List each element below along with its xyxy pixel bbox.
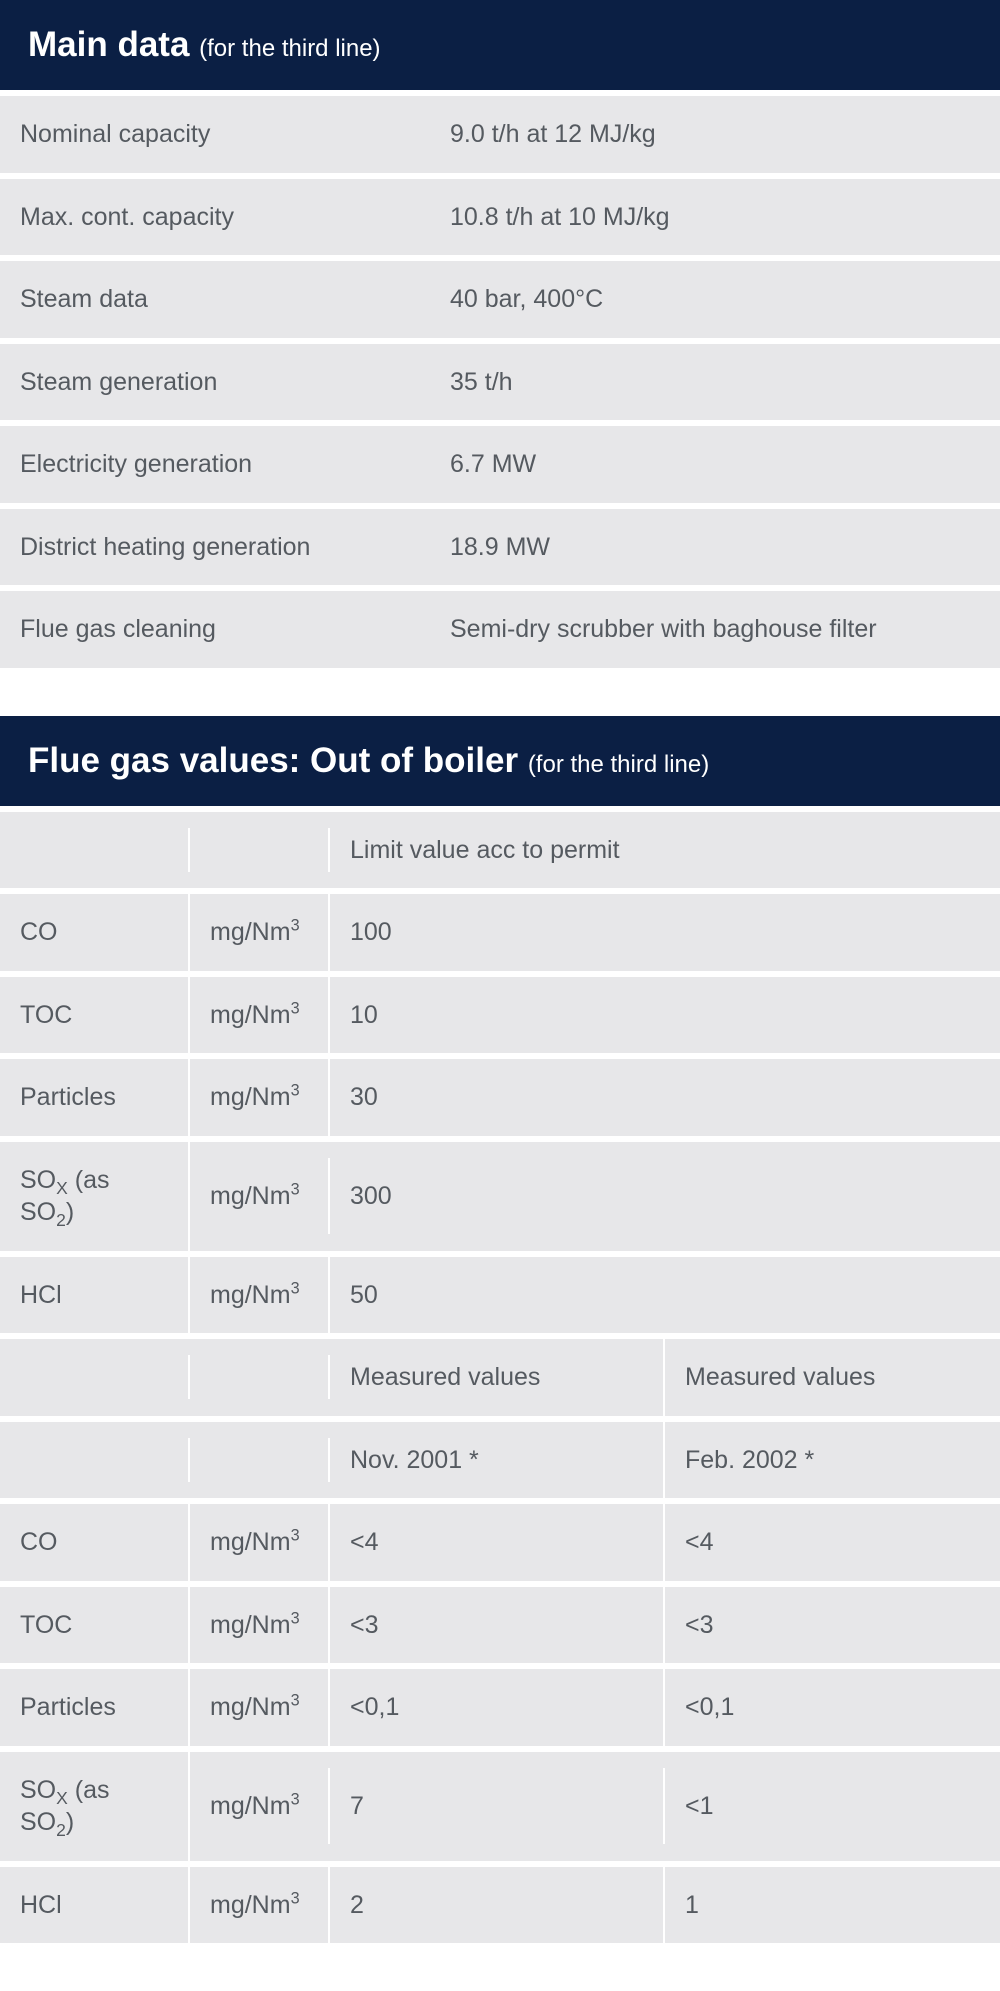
empty-cell: [0, 1355, 190, 1399]
param-unit: mg/Nm3: [190, 977, 330, 1054]
main-data-header: Main data (for the third line): [0, 0, 1000, 90]
measured-rows: CO mg/Nm3 <4 <4 TOC mg/Nm3 <3 <3 Particl…: [0, 1504, 1000, 1943]
param-name: CO: [0, 894, 190, 971]
main-data-title: Main data: [28, 25, 199, 64]
table-row: CO mg/Nm3 100: [0, 894, 1000, 971]
param-limit: 10: [330, 977, 1000, 1054]
param-unit: mg/Nm3: [190, 1257, 330, 1334]
table-row: SOX (as SO2) mg/Nm3 300: [0, 1142, 1000, 1251]
flue-gas-title: Flue gas values: Out of boiler: [28, 741, 528, 780]
table-row: Electricity generation 6.7 MW: [0, 426, 1000, 503]
row-label: Steam generation: [0, 344, 430, 421]
row-label: Max. cont. capacity: [0, 179, 430, 256]
param-name: Particles: [0, 1669, 190, 1746]
table-row: Nominal capacity 9.0 t/h at 12 MJ/kg: [0, 96, 1000, 173]
table-row: Steam data 40 bar, 400°C: [0, 261, 1000, 338]
table-row: TOC mg/Nm3 10: [0, 977, 1000, 1054]
table-row: Particles mg/Nm3 30: [0, 1059, 1000, 1136]
param-unit: mg/Nm3: [190, 1158, 330, 1235]
row-label: Nominal capacity: [0, 96, 430, 173]
param-v2: <1: [665, 1768, 1000, 1845]
param-name: SOX (as SO2): [0, 1752, 190, 1861]
limit-rows: CO mg/Nm3 100 TOC mg/Nm3 10 Particles mg…: [0, 894, 1000, 1333]
measured-header-1: Measured values: [330, 1339, 665, 1416]
row-value: 35 t/h: [430, 344, 1000, 421]
param-v2: <3: [665, 1587, 1000, 1664]
param-unit: mg/Nm3: [190, 1669, 330, 1746]
row-value: 40 bar, 400°C: [430, 261, 1000, 338]
param-limit: 100: [330, 894, 1000, 971]
flue-gas-header: Flue gas values: Out of boiler (for the …: [0, 716, 1000, 806]
row-value: 10.8 t/h at 10 MJ/kg: [430, 179, 1000, 256]
table-row: HCl mg/Nm3 50: [0, 1257, 1000, 1334]
empty-cell: [190, 828, 330, 872]
limit-header: Limit value acc to permit: [330, 812, 1000, 889]
param-unit: mg/Nm3: [190, 1059, 330, 1136]
param-name: TOC: [0, 1587, 190, 1664]
param-name: HCl: [0, 1257, 190, 1334]
param-name: SOX (as SO2): [0, 1142, 190, 1251]
table-row: Particles mg/Nm3 <0,1 <0,1: [0, 1669, 1000, 1746]
row-value: Semi-dry scrubber with baghouse filter: [430, 591, 1000, 668]
param-v1: <4: [330, 1504, 665, 1581]
param-v2: <4: [665, 1504, 1000, 1581]
param-name: CO: [0, 1504, 190, 1581]
param-v2: 1: [665, 1867, 1000, 1944]
flue-gas-table: Flue gas values: Out of boiler (for the …: [0, 716, 1000, 1944]
table-row: SOX (as SO2) mg/Nm3 7 <1: [0, 1752, 1000, 1861]
measured-header-2: Measured values: [665, 1339, 1000, 1416]
measured-header-row: Measured values Measured values: [0, 1339, 1000, 1416]
row-label: District heating generation: [0, 509, 430, 586]
empty-cell: [190, 1438, 330, 1482]
param-limit: 50: [330, 1257, 1000, 1334]
param-limit: 30: [330, 1059, 1000, 1136]
table-row: Steam generation 35 t/h: [0, 344, 1000, 421]
param-v1: <3: [330, 1587, 665, 1664]
table-row: CO mg/Nm3 <4 <4: [0, 1504, 1000, 1581]
measured-period-row: Nov. 2001 * Feb. 2002 *: [0, 1422, 1000, 1499]
flue-gas-title-sub: (for the third line): [528, 751, 709, 778]
param-unit: mg/Nm3: [190, 1867, 330, 1944]
param-name: Particles: [0, 1059, 190, 1136]
param-unit: mg/Nm3: [190, 1768, 330, 1845]
row-value: 9.0 t/h at 12 MJ/kg: [430, 96, 1000, 173]
param-v1: <0,1: [330, 1669, 665, 1746]
table-row: Max. cont. capacity 10.8 t/h at 10 MJ/kg: [0, 179, 1000, 256]
table-row: TOC mg/Nm3 <3 <3: [0, 1587, 1000, 1664]
main-data-table: Main data (for the third line) Nominal c…: [0, 0, 1000, 668]
param-name: TOC: [0, 977, 190, 1054]
param-unit: mg/Nm3: [190, 1587, 330, 1664]
main-data-rows: Nominal capacity 9.0 t/h at 12 MJ/kg Max…: [0, 96, 1000, 668]
param-v2: <0,1: [665, 1669, 1000, 1746]
row-label: Flue gas cleaning: [0, 591, 430, 668]
limit-header-row: Limit value acc to permit: [0, 812, 1000, 889]
table-row: District heating generation 18.9 MW: [0, 509, 1000, 586]
row-value: 6.7 MW: [430, 426, 1000, 503]
empty-cell: [0, 828, 190, 872]
empty-cell: [0, 1438, 190, 1482]
main-data-title-sub: (for the third line): [199, 35, 380, 62]
row-value: 18.9 MW: [430, 509, 1000, 586]
table-row: HCl mg/Nm3 2 1: [0, 1867, 1000, 1944]
table-row: Flue gas cleaning Semi-dry scrubber with…: [0, 591, 1000, 668]
param-limit: 300: [330, 1158, 1000, 1235]
param-name: HCl: [0, 1867, 190, 1944]
period-1: Nov. 2001 *: [330, 1422, 665, 1499]
period-2: Feb. 2002 *: [665, 1422, 1000, 1499]
empty-cell: [190, 1355, 330, 1399]
row-label: Steam data: [0, 261, 430, 338]
param-v1: 2: [330, 1867, 665, 1944]
row-label: Electricity generation: [0, 426, 430, 503]
param-unit: mg/Nm3: [190, 894, 330, 971]
param-unit: mg/Nm3: [190, 1504, 330, 1581]
param-v1: 7: [330, 1768, 665, 1845]
